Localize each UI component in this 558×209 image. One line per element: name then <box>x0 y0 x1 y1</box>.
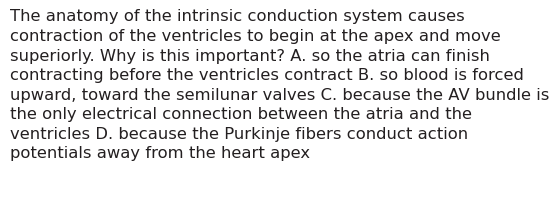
Text: The anatomy of the intrinsic conduction system causes
contraction of the ventric: The anatomy of the intrinsic conduction … <box>10 9 550 161</box>
